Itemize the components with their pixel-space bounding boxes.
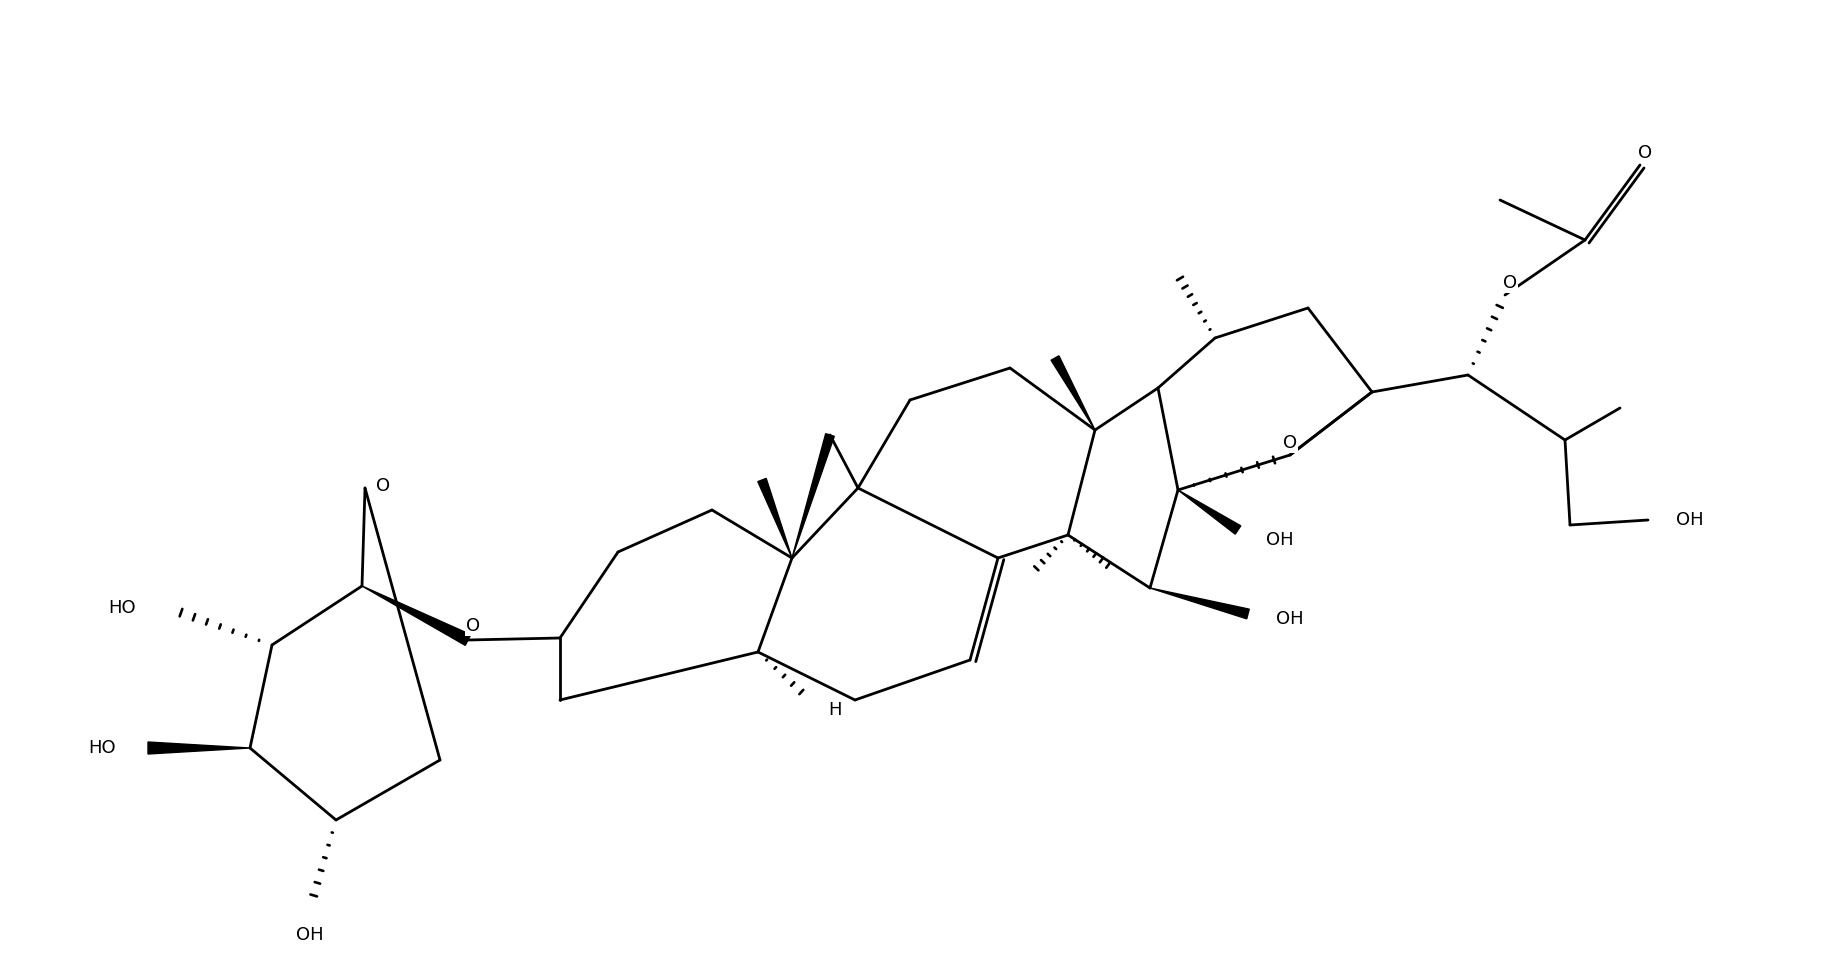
Text: O: O	[1283, 434, 1296, 452]
Text: OH: OH	[1676, 511, 1704, 529]
Polygon shape	[758, 478, 791, 558]
Text: OH: OH	[296, 926, 323, 944]
Text: O: O	[376, 477, 389, 495]
Polygon shape	[149, 742, 250, 754]
Text: OH: OH	[1267, 531, 1294, 549]
Polygon shape	[1149, 588, 1248, 619]
Text: O: O	[1504, 274, 1517, 292]
Polygon shape	[362, 586, 470, 645]
Polygon shape	[1050, 356, 1094, 430]
Text: O: O	[466, 617, 479, 635]
Text: H: H	[828, 701, 841, 719]
Text: HO: HO	[108, 599, 136, 617]
Text: O: O	[1638, 144, 1652, 162]
Text: HO: HO	[88, 739, 116, 757]
Text: OH: OH	[1276, 610, 1304, 628]
Polygon shape	[791, 434, 834, 558]
Polygon shape	[1179, 490, 1241, 534]
